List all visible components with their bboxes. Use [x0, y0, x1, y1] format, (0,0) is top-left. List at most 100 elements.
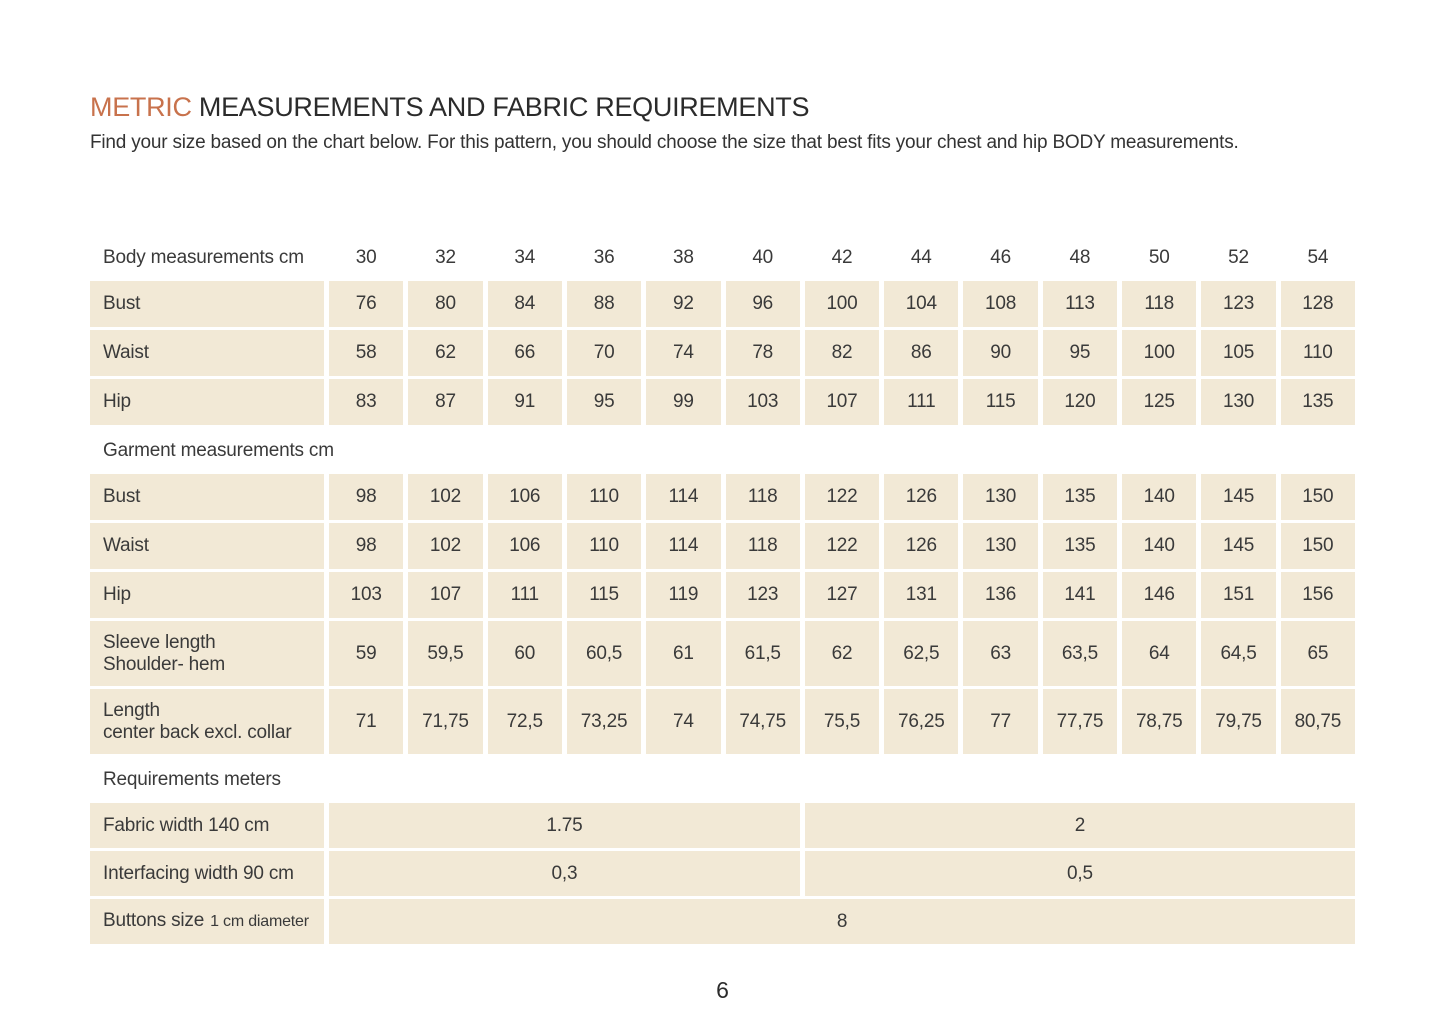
table-row: Length center back excl. collar 71 71,75 72,… [90, 689, 1355, 754]
value-cell: 108 [963, 281, 1038, 327]
value-cell: 130 [1201, 379, 1276, 425]
row-label: Bust [90, 474, 324, 520]
value-cell: 120 [1042, 379, 1118, 425]
row-label-text: Hip [103, 391, 131, 412]
value-cell: 114 [646, 474, 721, 520]
row-label-text: Bust [103, 486, 141, 507]
value-cell: 122 [804, 474, 880, 520]
row-label: Body measurements cm [90, 238, 324, 278]
value-cell: 135 [1042, 474, 1118, 520]
value-cell: 82 [804, 330, 880, 376]
value-cell: 70 [566, 330, 642, 376]
value-cell: 128 [1280, 281, 1355, 327]
row-label-text: Interfacing width 90 cm [103, 862, 294, 884]
value-cell: 110 [1280, 330, 1355, 376]
row-label: Buttons size 1 cm diameter [90, 899, 324, 944]
section-label-row: Requirements meters [90, 757, 1355, 803]
size-column-header: 52 [1228, 247, 1249, 268]
value-cell: 61 [646, 621, 721, 686]
row-label: Hip [90, 572, 324, 618]
value-cell: 60 [487, 621, 562, 686]
value-cell: 1.75 [329, 803, 800, 848]
row-label: Fabric width 140 cm [90, 803, 324, 848]
value-cell: 141 [1042, 572, 1118, 618]
value-cell: 92 [646, 281, 721, 327]
value-cell: 140 [1122, 474, 1197, 520]
table-row: Bust 76 80 84 88 92 96 100 104 108 113 118 123 128 [90, 281, 1355, 327]
value-cell: 106 [487, 523, 562, 569]
table-row: Waist 98 102 106 110 114 118 122 126 130 135 140 145… [90, 523, 1355, 569]
value-cell: 105 [1201, 330, 1276, 376]
size-column-header: 40 [752, 247, 774, 268]
size-column-header: 42 [831, 247, 853, 268]
value-cell: 0,5 [804, 851, 1355, 896]
value-cell: 80,75 [1280, 689, 1355, 754]
value-cell: 91 [487, 379, 562, 425]
value-cell: 76 [329, 281, 404, 327]
row-label-text: Length center back excl. collar [103, 699, 292, 743]
value-cell: 100 [804, 281, 880, 327]
row-label: Hip [90, 379, 324, 425]
value-cell: 131 [884, 572, 959, 618]
value-cell: 118 [725, 523, 800, 569]
value-cell: 110 [566, 523, 642, 569]
value-cell: 151 [1201, 572, 1276, 618]
value-cell: 71,75 [408, 689, 483, 754]
value-cell: 87 [408, 379, 483, 425]
row-label-text: Fabric width 140 cm [103, 814, 270, 836]
value-cell: 126 [884, 474, 959, 520]
value-cell: 78,75 [1122, 689, 1197, 754]
row-label-text: Waist [103, 342, 149, 363]
value-cell: 156 [1280, 572, 1355, 618]
value-cell: 118 [725, 474, 800, 520]
value-cell: 107 [408, 572, 483, 618]
intro-text: Find your size based on the chart below.… [90, 132, 1239, 153]
size-column-header: 54 [1307, 247, 1329, 268]
value-cell: 135 [1042, 523, 1118, 569]
section-label: Garment measurements cm [103, 440, 334, 461]
value-cell: 64,5 [1201, 621, 1276, 686]
value-cell: 80 [408, 281, 483, 327]
value-cell: 63 [963, 621, 1038, 686]
value-cell: 102 [408, 474, 483, 520]
value-cell: 115 [963, 379, 1038, 425]
value-cell: 130 [963, 474, 1038, 520]
size-column-header: 30 [355, 247, 377, 268]
value-cell: 103 [725, 379, 800, 425]
value-cell: 111 [487, 572, 562, 618]
value-cell: 88 [566, 281, 642, 327]
value-cell: 59 [329, 621, 404, 686]
size-column-header: 50 [1148, 247, 1170, 268]
value-cell: 61,5 [725, 621, 800, 686]
row-label-text: Buttons size 1 cm diameter [103, 910, 309, 931]
value-cell: 150 [1280, 474, 1355, 520]
table-row: Waist 58 62 66 70 74 78 82 86 90 95 100 105 110 [90, 330, 1355, 376]
size-column-header: 44 [910, 247, 932, 268]
row-label: Waist [90, 330, 324, 376]
value-cell: 95 [1042, 330, 1118, 376]
value-cell: 100 [1122, 330, 1197, 376]
value-cell: 113 [1042, 281, 1118, 327]
measurements-table: Body measurements cm 30 32 34 36 38 40 42 44 46 48… [90, 238, 1355, 947]
row-label-text: Hip [103, 584, 131, 605]
size-column-header: 46 [990, 247, 1011, 268]
value-cell: 96 [725, 281, 800, 327]
value-cell: 145 [1201, 523, 1276, 569]
value-cell: 106 [487, 474, 562, 520]
value-cell: 90 [963, 330, 1038, 376]
table-row: Buttons size 1 cm diameter 8 [90, 899, 1355, 944]
value-cell: 86 [884, 330, 959, 376]
table-row: Hip 83 87 91 95 99 103 107 111 115 120 125 130 135 [90, 379, 1355, 425]
value-cell: 66 [487, 330, 562, 376]
value-cell: 103 [329, 572, 404, 618]
value-cell: 65 [1280, 621, 1355, 686]
value-cell: 74,75 [725, 689, 800, 754]
value-cell: 75,5 [804, 689, 880, 754]
value-cell: 84 [487, 281, 562, 327]
value-cell: 62 [804, 621, 880, 686]
table-row: Hip 103 107 111 115 119 123 127 131 136 141 146 151 1… [90, 572, 1355, 618]
value-cell: 102 [408, 523, 483, 569]
row-label: Sleeve length Shoulder- hem [90, 621, 324, 686]
value-cell: 123 [725, 572, 800, 618]
row-label: Length center back excl. collar [90, 689, 324, 754]
